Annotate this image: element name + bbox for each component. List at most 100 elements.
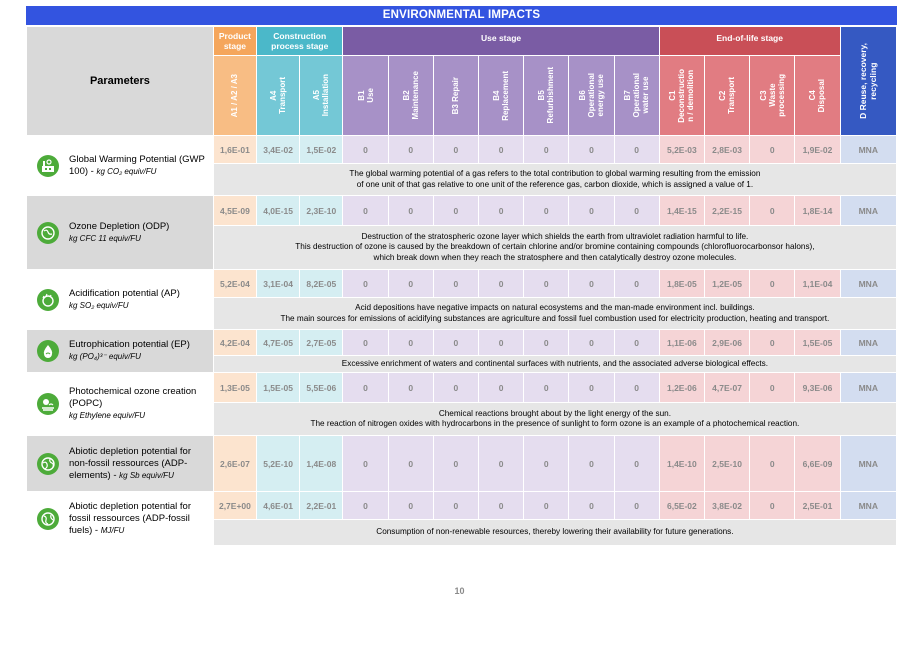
value-cell: 0 xyxy=(387,269,434,298)
value-cell: 0 xyxy=(613,491,660,520)
value-cell: 0 xyxy=(387,435,434,492)
value-cell: 0 xyxy=(749,491,796,520)
value-cell: 0 xyxy=(432,269,479,298)
value-cell: 0 xyxy=(342,435,389,492)
parameter-unit: kg Sb equiv/FU xyxy=(119,470,174,480)
construction-stage-header: Construction process stage xyxy=(256,26,344,56)
impact-row: Eutrophication potential (EP) kg (PO₄)³⁻ … xyxy=(26,329,898,373)
sun-smog-icon xyxy=(37,393,59,415)
value-cell: 0 xyxy=(477,372,525,403)
value-cell: 2,2E-01 xyxy=(299,491,344,520)
module-header-7: B5 Refurbishment xyxy=(523,55,570,136)
value-cell: 0 xyxy=(477,135,525,164)
impact-row: Acidification potential (AP) kg SO₂ equiv… xyxy=(26,269,898,330)
value-cell: 2,9E-06 xyxy=(703,329,751,356)
value-cell: 0 xyxy=(568,135,615,164)
environmental-impacts-table: Parameters Product stage Construction pr… xyxy=(26,26,898,546)
value-cell: 5,5E-06 xyxy=(299,372,344,403)
parameter-name: Acidification potential (AP) xyxy=(69,287,180,299)
value-cell: 0 xyxy=(477,269,525,298)
impact-row: Abiotic depletion potential for non-foss… xyxy=(26,435,898,492)
value-cell: 0 xyxy=(342,269,389,298)
parameter-unit: kg (PO₄)³⁻ equiv/FU xyxy=(69,352,141,361)
d-module-header: D Reuse, recovery, recycling xyxy=(839,26,898,136)
value-cell: 1,1E-06 xyxy=(658,329,705,356)
module-header-4: B2 Maintenance xyxy=(387,55,434,136)
value-cell: 0 xyxy=(568,491,615,520)
value-cell: 2,3E-10 xyxy=(299,195,344,226)
value-cell: 1,9E-02 xyxy=(794,135,841,164)
value-cell: 0 xyxy=(477,195,525,226)
value-cell: 2,8E-03 xyxy=(703,135,751,164)
value-cell: MNA xyxy=(839,135,898,164)
value-cell: 0 xyxy=(568,435,615,492)
value-cell: MNA xyxy=(839,491,898,520)
value-cell: MNA xyxy=(839,195,898,226)
module-header-0: A1 / A2 / A3 xyxy=(212,55,258,136)
value-cell: 0 xyxy=(568,372,615,403)
value-cell: 0 xyxy=(523,135,570,164)
value-cell: 2,5E-10 xyxy=(703,435,751,492)
parameter-name: Photochemical ozone creation (POPC) xyxy=(69,386,197,409)
value-cell: 0 xyxy=(523,435,570,492)
value-cell: 2,7E+00 xyxy=(212,491,258,520)
acid-rain-icon xyxy=(37,288,59,311)
value-cell: 0 xyxy=(749,195,796,226)
parameter-label: Ozone Depletion (ODP) kg CFC 11 equiv/FU xyxy=(69,221,169,245)
value-cell: 0 xyxy=(749,269,796,298)
impact-description: The global warming potential of a gas re… xyxy=(212,163,898,196)
value-cell: 0 xyxy=(342,195,389,226)
parameter-unit: MJ/FU xyxy=(100,525,125,535)
value-cell: 0 xyxy=(432,135,479,164)
value-cell: 0 xyxy=(523,372,570,403)
value-cell: 3,1E-04 xyxy=(256,269,301,298)
water-drop-icon xyxy=(37,340,59,362)
value-cell: 1,3E-05 xyxy=(212,372,258,403)
module-header-5: B3 Repair xyxy=(432,55,479,136)
value-cell: 2,7E-05 xyxy=(299,329,344,356)
value-cell: 5,2E-10 xyxy=(256,435,301,492)
value-cell: MNA xyxy=(839,269,898,298)
use-stage-header: Use stage xyxy=(342,26,660,56)
module-header-3: B1 Use xyxy=(342,55,389,136)
module-header-10: C1 Deconstructio n / demolition xyxy=(658,55,705,136)
value-cell: 4,0E-15 xyxy=(256,195,301,226)
parameter-label: Abiotic depletion potential for fossil r… xyxy=(69,501,207,537)
parameter-unit: kg SO₂ equiv/FU xyxy=(69,300,129,310)
value-cell: 0 xyxy=(749,135,796,164)
parameter-name: Abiotic depletion potential for fossil r… xyxy=(69,500,191,536)
value-cell: 1,8E-05 xyxy=(658,269,705,298)
page-number: 10 xyxy=(454,586,465,596)
parameter-name: Global Warming Potential (GWP 100) - xyxy=(69,153,205,177)
parameter-label: Acidification potential (AP) kg SO₂ equiv… xyxy=(69,288,180,312)
value-cell: 5,2E-03 xyxy=(658,135,705,164)
value-cell: 9,3E-06 xyxy=(794,372,841,403)
parameter-label: Photochemical ozone creation (POPC) kg Et… xyxy=(69,386,207,422)
parameters-header: Parameters xyxy=(26,26,214,136)
value-cell: 0 xyxy=(477,329,525,356)
value-cell: 2,5E-01 xyxy=(794,491,841,520)
module-header-6: B4 Replacement xyxy=(477,55,525,136)
value-cell: 0 xyxy=(568,269,615,298)
value-cell: 0 xyxy=(749,329,796,356)
value-cell: 0 xyxy=(342,372,389,403)
value-cell: 6,5E-02 xyxy=(658,491,705,520)
module-header-2: A5 Installation xyxy=(299,55,344,136)
parameter-unit: kg Ethylene equiv/FU xyxy=(69,411,146,420)
parameter-cell: Acidification potential (AP) kg SO₂ equiv… xyxy=(26,269,214,330)
value-cell: 3,8E-02 xyxy=(703,491,751,520)
module-header-13: C4 Disposal xyxy=(794,55,841,136)
module-header-8: B6 Operational energy use xyxy=(568,55,615,136)
value-cell: 4,7E-07 xyxy=(703,372,751,403)
value-cell: 0 xyxy=(523,195,570,226)
value-cell: 4,2E-04 xyxy=(212,329,258,356)
value-cell: 0 xyxy=(387,491,434,520)
impact-description: Excessive enrichment of waters and conti… xyxy=(212,355,898,373)
value-cell: 8,2E-05 xyxy=(299,269,344,298)
value-cell: 0 xyxy=(613,435,660,492)
value-cell: 6,6E-09 xyxy=(794,435,841,492)
value-cell: 0 xyxy=(477,491,525,520)
parameter-name: Abiotic depletion potential for non-foss… xyxy=(69,445,191,481)
value-cell: 1,5E-02 xyxy=(299,135,344,164)
impact-description: Acid depositions have negative impacts o… xyxy=(212,297,898,330)
